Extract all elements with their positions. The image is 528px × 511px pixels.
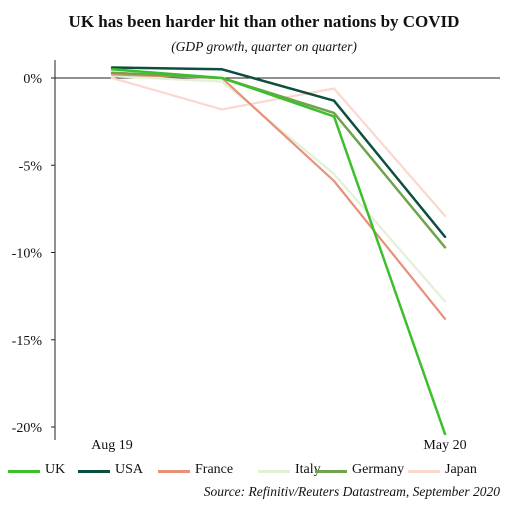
legend-label: UK — [45, 462, 66, 477]
legend-swatch — [158, 470, 190, 473]
x-tick-label: May 20 — [423, 438, 466, 453]
series-line-japan — [110, 76, 447, 217]
chart-title: UK has been harder hit than other nation… — [68, 12, 460, 31]
y-tick-label: 0% — [23, 72, 42, 87]
source-note: Source: Refinitiv/Reuters Datastream, Se… — [203, 484, 500, 499]
legend-swatch — [78, 470, 110, 473]
x-tick-label: Aug 19 — [91, 438, 133, 453]
legend-label: Italy — [295, 462, 321, 477]
chart-subtitle: (GDP growth, quarter on quarter) — [171, 39, 357, 54]
legend-swatch — [315, 470, 347, 473]
y-tick-label: -20% — [12, 421, 43, 436]
y-tick-label: -10% — [12, 247, 43, 262]
series-line-germany — [110, 71, 447, 249]
y-tick-label: -5% — [19, 159, 43, 174]
y-tick-label: -15% — [12, 334, 43, 349]
series-line-italy — [110, 75, 447, 303]
series-line-uk — [110, 68, 447, 436]
legend-label: USA — [115, 462, 144, 477]
legend-swatch — [258, 470, 290, 473]
series-line-usa — [110, 66, 447, 239]
chart-legend: UK USA France Italy Germany Japan — [8, 461, 523, 481]
legend-label: Japan — [445, 462, 477, 477]
legend-swatch — [8, 470, 40, 473]
legend-label: Germany — [352, 462, 405, 477]
legend-swatch — [408, 470, 440, 473]
legend-label: France — [195, 462, 234, 477]
series-line-france — [110, 73, 447, 320]
